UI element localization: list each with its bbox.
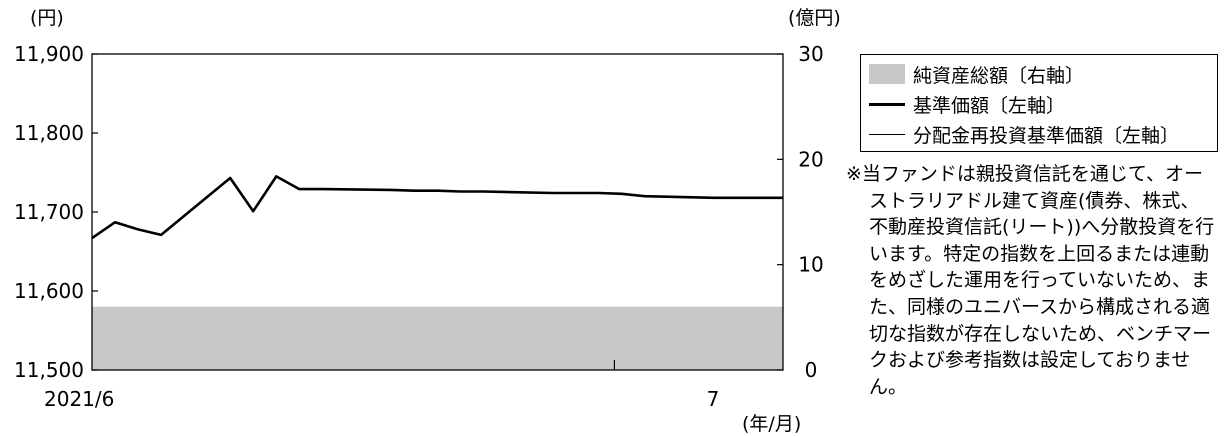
- legend-label-net-assets: 純資産総額〔右軸〕: [913, 64, 1085, 87]
- right-axis-tick-label: 10: [798, 253, 823, 277]
- right-axis-unit: (億円): [788, 7, 840, 29]
- legend-item-reinvested-nav: 分配金再投資基準価額〔左軸〕: [869, 119, 1211, 149]
- x-axis-tick-label: 7: [707, 387, 720, 411]
- x-axis-tick-label: 2021/6: [44, 387, 114, 411]
- legend-item-net-assets: 純資産総額〔右軸〕: [869, 59, 1211, 89]
- left-axis-tick-label: 11,500: [14, 358, 84, 382]
- left-axis-tick-label: 11,900: [14, 42, 84, 66]
- left-axis-tick-label: 11,700: [14, 200, 84, 224]
- left-axis-unit: (円): [30, 7, 64, 29]
- series-line-reinvested-nav: [91, 175, 783, 239]
- left-axis-tick-label: 11,600: [14, 279, 84, 303]
- series-line-nav: [91, 175, 783, 240]
- legend-swatch-thick-line-icon: [869, 102, 905, 106]
- legend-swatch-area-icon: [869, 64, 905, 84]
- right-axis-tick-label: 20: [798, 147, 823, 171]
- right-axis-tick-label: 0: [805, 358, 818, 382]
- legend-swatch-thin-line-icon: [869, 133, 905, 135]
- left-axis-tick-label: 11,800: [14, 121, 84, 145]
- legend-label-reinvested-nav: 分配金再投資基準価額〔左軸〕: [913, 124, 1180, 147]
- series-area-net-assets: [92, 306, 783, 370]
- legend: 純資産総額〔右軸〕 基準価額〔左軸〕 分配金再投資基準価額〔左軸〕: [860, 54, 1218, 152]
- disclaimer-note: ※当ファンドは親投資信託を通じて、オーストラリアドル建て資産(債券、株式、不動産…: [846, 163, 1215, 398]
- right-axis-tick-label: 30: [798, 42, 823, 66]
- x-axis-unit: (年/月): [742, 413, 801, 435]
- fund-chart: 11,500 11,600 11,700 11,800 11,900 0 10 20 30 202…: [14, 7, 840, 435]
- legend-item-nav: 基準価額〔左軸〕: [869, 89, 1211, 119]
- legend-label-nav: 基準価額〔左軸〕: [913, 94, 1066, 117]
